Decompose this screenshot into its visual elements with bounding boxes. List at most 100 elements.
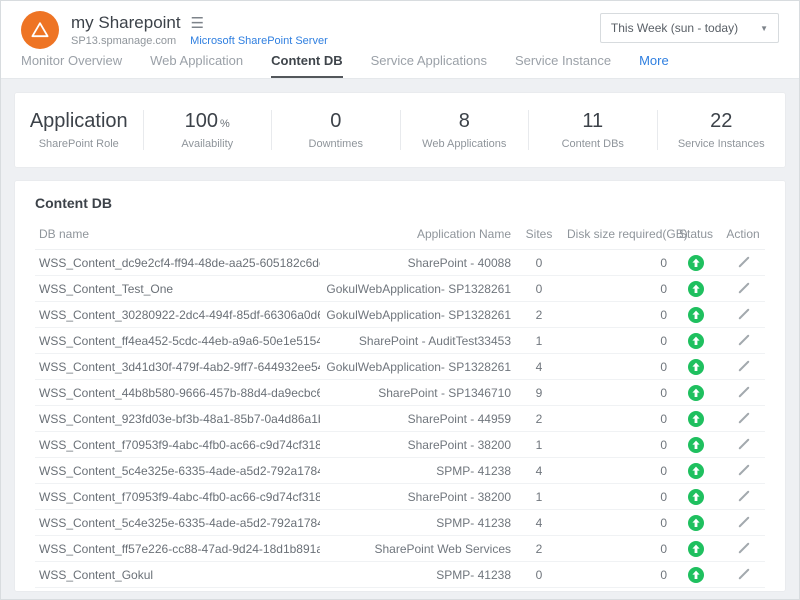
- stat-value: 22: [658, 110, 786, 133]
- table-row: WSS_Content_dc9e2cf4-ff94-48de-aa25-6051…: [35, 250, 765, 276]
- hamburger-menu-icon[interactable]: ☰: [191, 16, 204, 31]
- sites-cell: 4: [515, 510, 563, 536]
- table-row: WSS_Content_5c4e325e-6335-4ade-a5d2-792a…: [35, 458, 765, 484]
- sites-cell: 1: [515, 484, 563, 510]
- edit-icon[interactable]: [737, 359, 750, 372]
- table-header-row: DB name Application Name Sites Disk size…: [35, 219, 765, 250]
- stat-value: 11: [529, 110, 657, 133]
- page-title: my Sharepoint: [71, 13, 181, 33]
- sites-cell: 0: [515, 250, 563, 276]
- application-name-cell: SharePoint - AuditTest33453: [320, 328, 515, 354]
- db-name-cell: WSS_Content_44b8b580-9666-457b-88d4-da9e…: [35, 380, 320, 406]
- status-up-icon: [688, 489, 704, 505]
- column-application-name: Application Name: [320, 219, 515, 250]
- application-name-cell: GokulWebApplication- SP1328261: [320, 302, 515, 328]
- stat-web-applications: 8 Web Applications: [400, 110, 529, 150]
- sites-cell: 1: [515, 432, 563, 458]
- edit-icon[interactable]: [737, 385, 750, 398]
- edit-icon[interactable]: [737, 567, 750, 580]
- db-name-cell: WSS_Content_f70953f9-4abc-4fb0-ac66-c9d7…: [35, 432, 320, 458]
- status-up-icon: [688, 307, 704, 323]
- action-cell: [721, 536, 765, 562]
- action-cell: [721, 380, 765, 406]
- db-name-cell: WSS_Content_dc9e2cf4-ff94-48de-aa25-6051…: [35, 250, 320, 276]
- table-row: WSS_Content_30280922-2dc4-494f-85df-6630…: [35, 302, 765, 328]
- edit-icon[interactable]: [737, 411, 750, 424]
- disk-size-cell: 0: [563, 354, 671, 380]
- tab-monitor-overview[interactable]: Monitor Overview: [21, 53, 122, 78]
- status-cell: [671, 562, 721, 588]
- stat-label: SharePoint Role: [15, 138, 143, 150]
- application-name-cell: GokulWebApplication- SP1328261: [320, 276, 515, 302]
- sharepoint-monitor-page: my Sharepoint ☰ SP13.spmanage.com Micros…: [0, 0, 800, 600]
- stat-value: 0: [272, 110, 400, 133]
- table-row: WSS_Content_f70953f9-4abc-4fb0-ac66-c9d7…: [35, 484, 765, 510]
- table-row: WSS_Content_ff4ea452-5cdc-44eb-a9a6-50e1…: [35, 328, 765, 354]
- stat-label: Web Applications: [401, 138, 529, 150]
- status-cell: [671, 250, 721, 276]
- action-cell: [721, 276, 765, 302]
- sites-cell: 1: [515, 328, 563, 354]
- application-name-cell: SPMP- 41238: [320, 510, 515, 536]
- chevron-down-icon: ▼: [760, 24, 768, 33]
- monitor-header: my Sharepoint ☰ SP13.spmanage.com Micros…: [1, 1, 799, 53]
- status-up-icon: [688, 541, 704, 557]
- table-row: WSS_Content_44b8b580-9666-457b-88d4-da9e…: [35, 380, 765, 406]
- tab-bar: Monitor Overview Web Application Content…: [1, 53, 799, 79]
- column-db-name: DB name: [35, 219, 320, 250]
- edit-icon[interactable]: [737, 281, 750, 294]
- sites-cell: 4: [515, 354, 563, 380]
- status-cell: [671, 406, 721, 432]
- edit-icon[interactable]: [737, 489, 750, 502]
- status-up-icon: [688, 463, 704, 479]
- application-name-cell: SharePoint Web Services: [320, 536, 515, 562]
- edit-icon[interactable]: [737, 541, 750, 554]
- monitor-logo: [21, 11, 59, 49]
- tab-web-application[interactable]: Web Application: [150, 53, 243, 78]
- status-cell: [671, 328, 721, 354]
- disk-size-cell: 0: [563, 510, 671, 536]
- sites-cell: 2: [515, 302, 563, 328]
- status-up-icon: [688, 411, 704, 427]
- content-db-table: DB name Application Name Sites Disk size…: [35, 219, 765, 588]
- action-cell: [721, 250, 765, 276]
- status-up-icon: [688, 359, 704, 375]
- db-name-cell: WSS_Content_Gokul: [35, 562, 320, 588]
- disk-size-cell: 0: [563, 458, 671, 484]
- stat-value: 100%: [144, 110, 272, 133]
- period-selector-dropdown[interactable]: This Week (sun - today) ▼: [600, 13, 779, 43]
- application-name-cell: SharePoint - 38200: [320, 432, 515, 458]
- db-name-cell: WSS_Content_Test_One: [35, 276, 320, 302]
- hostname-label: SP13.spmanage.com: [71, 35, 176, 47]
- edit-icon[interactable]: [737, 307, 750, 320]
- status-cell: [671, 510, 721, 536]
- edit-icon[interactable]: [737, 255, 750, 268]
- tab-service-instance[interactable]: Service Instance: [515, 53, 611, 78]
- warning-triangle-icon: [30, 21, 50, 39]
- stat-service-instances: 22 Service Instances: [657, 110, 786, 150]
- status-cell: [671, 432, 721, 458]
- stat-downtimes: 0 Downtimes: [271, 110, 400, 150]
- disk-size-cell: 0: [563, 484, 671, 510]
- tab-service-applications[interactable]: Service Applications: [371, 53, 487, 78]
- disk-size-cell: 0: [563, 562, 671, 588]
- edit-icon[interactable]: [737, 333, 750, 346]
- edit-icon[interactable]: [737, 437, 750, 450]
- stat-label: Content DBs: [529, 138, 657, 150]
- table-row: WSS_Content_5c4e325e-6335-4ade-a5d2-792a…: [35, 510, 765, 536]
- table-row: WSS_Content_GokulSPMP- 4123800: [35, 562, 765, 588]
- action-cell: [721, 484, 765, 510]
- db-name-cell: WSS_Content_f70953f9-4abc-4fb0-ac66-c9d7…: [35, 484, 320, 510]
- server-type-link[interactable]: Microsoft SharePoint Server: [190, 35, 328, 47]
- application-name-cell: SharePoint - 40088: [320, 250, 515, 276]
- status-cell: [671, 536, 721, 562]
- table-row: WSS_Content_Test_OneGokulWebApplication-…: [35, 276, 765, 302]
- sites-cell: 0: [515, 276, 563, 302]
- tab-content-db[interactable]: Content DB: [271, 53, 343, 78]
- edit-icon[interactable]: [737, 515, 750, 528]
- tab-more[interactable]: More: [639, 53, 669, 78]
- edit-icon[interactable]: [737, 463, 750, 476]
- action-cell: [721, 328, 765, 354]
- application-name-cell: GokulWebApplication- SP1328261: [320, 354, 515, 380]
- disk-size-cell: 0: [563, 536, 671, 562]
